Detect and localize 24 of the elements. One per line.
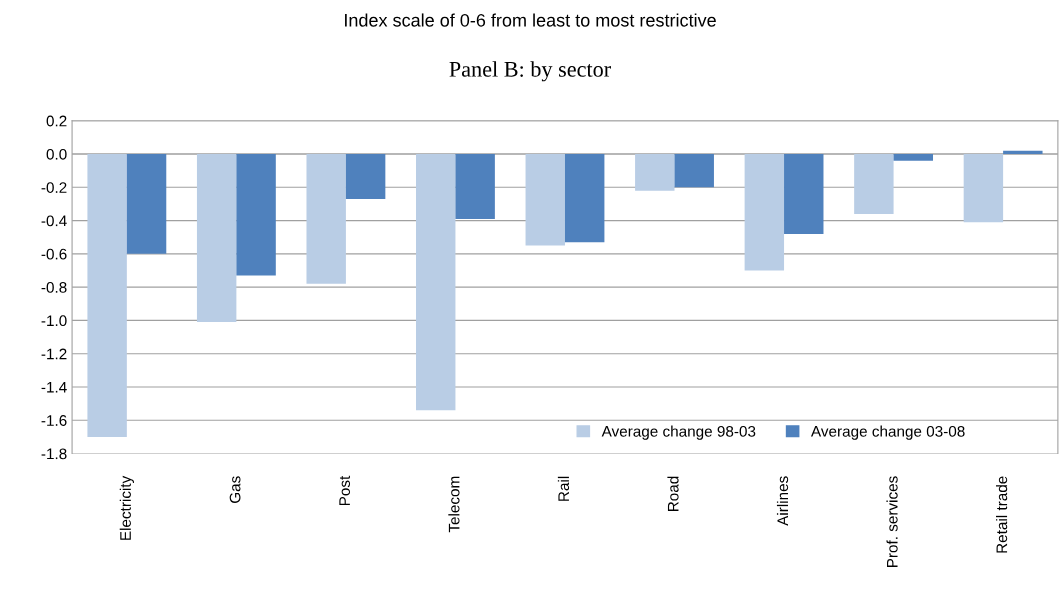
y-tick-label: -0.6	[41, 248, 67, 260]
y-tick-label: 0.2	[46, 115, 67, 127]
legend-label: Average change 03-08	[810, 425, 965, 440]
x-tick-label: Electricity	[119, 475, 134, 540]
y-tick-label: -1.2	[41, 348, 67, 360]
y-tick-label: -0.2	[41, 182, 67, 193]
x-tick-label: Telecom	[448, 476, 460, 533]
legend-label: Average change 98-03	[601, 425, 756, 440]
y-tick-label: -1.6	[41, 415, 67, 426]
y-tick-label: -1.8	[41, 448, 67, 460]
y-tick-label: -1.4	[41, 382, 67, 393]
x-tick-label: Road	[667, 476, 679, 512]
y-tick-label: -0.4	[41, 215, 67, 227]
chart-title: Panel B: by sector	[449, 61, 611, 82]
x-tick-label: Retail trade	[995, 476, 1008, 553]
y-tick-label: -0.8	[41, 282, 67, 293]
x-tick-label: Prof. services	[886, 476, 898, 568]
y-tick-label: 0.0	[46, 148, 67, 160]
x-tick-label: Rail	[557, 476, 570, 501]
y-tick-label: -1.0	[41, 315, 67, 327]
x-tick-label: Airlines	[776, 476, 789, 526]
x-tick-label: Gas	[229, 476, 241, 503]
x-tick-label: Post	[339, 475, 351, 506]
chart-subtitle: Index scale of 0-6 from least to most restrictive	[345, 13, 716, 27]
